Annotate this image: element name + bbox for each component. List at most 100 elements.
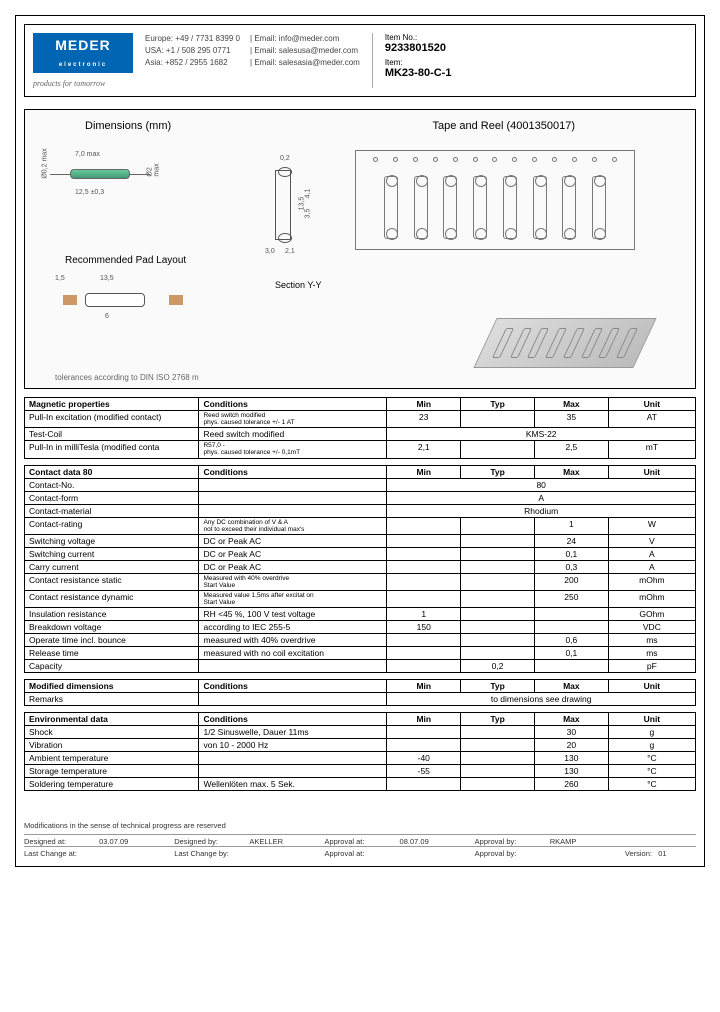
cond-cell	[199, 478, 387, 491]
unit-cell: mT	[608, 441, 695, 458]
span-cell: Rhodium	[387, 504, 696, 517]
unit-cell: g	[608, 739, 695, 752]
max-cell: 2,5	[534, 441, 608, 458]
section-label: Section Y-Y	[275, 280, 322, 290]
th-unit: Unit	[608, 398, 695, 411]
designed-by-label: Designed by:	[174, 837, 245, 846]
th-typ: Typ	[461, 465, 535, 478]
typ-cell	[461, 560, 535, 573]
table-row: Ambient temperature-40130°C	[25, 752, 696, 765]
approval-at-label: Approval at:	[324, 837, 395, 846]
param-cell: Contact-material	[25, 504, 199, 517]
param-cell: Capacity	[25, 660, 199, 673]
param-cell: Release time	[25, 647, 199, 660]
th-conditions: Conditions	[199, 398, 387, 411]
max-cell: 1	[534, 517, 608, 534]
param-cell: Storage temperature	[25, 765, 199, 778]
footer: Modifications in the sense of technical …	[24, 821, 696, 858]
max-cell: 24	[534, 534, 608, 547]
table-row: Contact resistance dynamicMeasured value…	[25, 591, 696, 608]
table-row: Pull-In in milliTesla (modified contaR57…	[25, 441, 696, 458]
param-cell: Switching voltage	[25, 534, 199, 547]
magnetic-table: Magnetic propertiesConditionsMinTypMaxUn…	[24, 397, 696, 459]
th-conditions: Conditions	[199, 713, 387, 726]
cond-cell: Any DC combination of V & Anot to exceed…	[199, 517, 387, 534]
min-cell	[387, 534, 461, 547]
table-row: Release timemeasured with no coil excita…	[25, 647, 696, 660]
cond-cell	[199, 504, 387, 517]
tape-perspective	[473, 318, 656, 368]
unit-cell: mOhm	[608, 573, 695, 590]
dimensions-title: Dimensions (mm)	[85, 120, 171, 132]
table-row: Vibrationvon 10 - 2000 Hz20g	[25, 739, 696, 752]
designed-by: AKELLER	[249, 837, 320, 846]
last-change-at	[99, 849, 170, 858]
cond-cell: 1/2 Sinuswelle, Dauer 11ms	[199, 726, 387, 739]
contact-region-col: Europe: +49 / 7731 8399 0 USA: +1 / 508 …	[145, 33, 240, 88]
min-cell	[387, 726, 461, 739]
tape-title: Tape and Reel (4001350017)	[432, 120, 575, 132]
th-unit: Unit	[608, 680, 695, 693]
item-info: Item No.: 9233801520 Item: MK23-80-C-1	[372, 33, 452, 88]
email3: salesasia@meder.com	[279, 58, 360, 67]
unit-cell: W	[608, 517, 695, 534]
dim-135-pad: 13,5	[100, 275, 114, 282]
cond-cell: RH <45 %, 100 V test voltage	[199, 608, 387, 621]
approval2-by	[550, 849, 621, 858]
footer-row-2: Last Change at: Last Change by: Approval…	[24, 846, 696, 858]
min-cell: -40	[387, 752, 461, 765]
cond-cell: Measured with 40% overdriveStart Value	[199, 573, 387, 590]
min-cell: 150	[387, 621, 461, 634]
max-cell: 0,6	[534, 634, 608, 647]
unit-cell: g	[608, 726, 695, 739]
cond-cell: measured with 40% overdrive	[199, 634, 387, 647]
min-cell: 2,1	[387, 441, 461, 458]
component-sketch: 7,0 max 12,5 ±0,3 Ø0,2 max Ø2 max	[55, 165, 145, 183]
table-row: Carry currentDC or Peak AC0,3A	[25, 560, 696, 573]
min-cell: 23	[387, 411, 461, 428]
cond-cell: according to IEC 255-5	[199, 621, 387, 634]
cond-cell	[199, 693, 387, 706]
tables-container: Magnetic propertiesConditionsMinTypMaxUn…	[24, 397, 696, 791]
modified-table: Modified dimensionsConditionsMinTypMaxUn…	[24, 679, 696, 706]
magnetic-title: Magnetic properties	[25, 398, 199, 411]
logo-text: MEDER	[55, 37, 111, 53]
cond-cell: Reed switch modified	[199, 428, 387, 441]
section-sketch: 0,2 13,5 4,1 3,5 3,0 2,1	[255, 160, 315, 270]
min-cell	[387, 517, 461, 534]
table-row: Remarksto dimensions see drawing	[25, 693, 696, 706]
param-cell: Contact resistance dynamic	[25, 591, 199, 608]
table-row: Pull-In excitation (modified contact)Ree…	[25, 411, 696, 428]
typ-cell: 0,2	[461, 660, 535, 673]
max-cell: 0,1	[534, 647, 608, 660]
typ-cell	[461, 621, 535, 634]
unit-cell: A	[608, 547, 695, 560]
typ-cell	[461, 517, 535, 534]
typ-cell	[461, 534, 535, 547]
approval2-by-label: Approval by:	[475, 849, 546, 858]
asia-label: Asia:	[145, 58, 163, 67]
table-row: Insulation resistanceRH <45 %, 100 V tes…	[25, 608, 696, 621]
cond-cell: Reed switch modifiedphys. caused toleran…	[199, 411, 387, 428]
table-row: Contact resistance staticMeasured with 4…	[25, 573, 696, 590]
param-cell: Soldering temperature	[25, 778, 199, 791]
param-cell: Switching current	[25, 547, 199, 560]
table-row: Storage temperature-55130°C	[25, 765, 696, 778]
max-cell	[534, 621, 608, 634]
dim-02: 0,2	[280, 155, 290, 162]
th-max: Max	[534, 465, 608, 478]
usa-phone: +1 / 508 295 0771	[166, 46, 231, 55]
max-cell: 0,3	[534, 560, 608, 573]
cond-cell: DC or Peak AC	[199, 560, 387, 573]
th-unit: Unit	[608, 713, 695, 726]
logo-subtitle: electronic	[59, 62, 107, 68]
cond-cell	[199, 660, 387, 673]
logo: MEDER electronic	[33, 33, 133, 73]
span-cell: 80	[387, 478, 696, 491]
approval-at: 08.07.09	[400, 837, 471, 846]
diagram-box: Dimensions (mm) Tape and Reel (400135001…	[24, 109, 696, 389]
cond-cell: Wellenlöten max. 5 Sek.	[199, 778, 387, 791]
th-min: Min	[387, 465, 461, 478]
dim-30: 3,0	[265, 248, 275, 255]
unit-cell: ms	[608, 634, 695, 647]
